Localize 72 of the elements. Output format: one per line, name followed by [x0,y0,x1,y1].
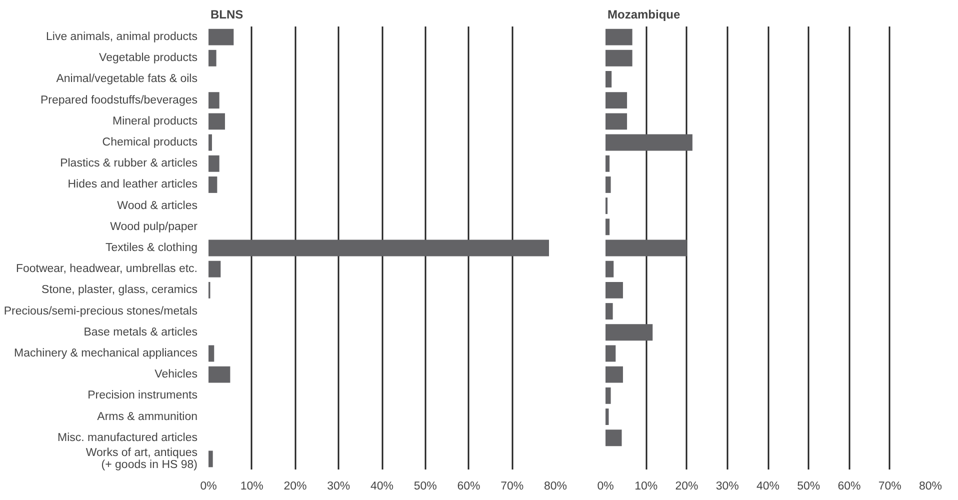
y-tick-label: Precision instruments [88,390,198,402]
bar [606,71,612,88]
x-tick-label: 80% [918,480,942,492]
bar [606,50,632,66]
x-tick-label: 10% [240,480,264,492]
bar [208,92,220,109]
y-tick-label: Textiles & clothing [105,242,198,254]
y-tick-label: Misc. manufactured articles [58,432,198,444]
x-tick-label: 20% [675,480,698,492]
bar [208,113,225,130]
bar [606,28,632,46]
y-tick-label: Works of art, antiques (+ goods in HS 98) [86,446,198,471]
bar [606,345,616,362]
bar [606,176,611,193]
y-tick-label: Prepared foodstuffs/beverages [40,94,198,106]
bar [606,218,610,236]
x-tick-label: 60% [457,480,480,492]
chart-title: Mozambique [608,8,680,22]
bar [208,450,213,468]
chart-title: BLNS [210,8,244,22]
bar [606,240,687,256]
bar [606,430,622,446]
y-tick-label: Animal/vegetable fats & oils [56,73,198,86]
y-tick-label: Machinery & mechanical appliances [14,347,198,360]
x-tick-label: 30% [327,480,350,492]
y-tick-label: Vehicles [154,368,198,381]
bar [606,134,692,151]
x-tick-label: 20% [284,480,307,492]
bar [208,50,216,66]
x-tick-label: 30% [716,480,739,492]
x-tick-label: 40% [370,480,394,492]
y-tick-label: Arms & ammunition [97,410,198,423]
bar [606,113,628,130]
bar [208,134,212,151]
bar [606,155,610,172]
bar [606,408,609,425]
y-tick-label: Chemical products [102,136,198,149]
bar [606,324,653,341]
bar [606,387,611,404]
y-tick-label: Stone, plaster, glass, ceramics [42,284,198,296]
bar [208,28,234,46]
x-tick-label: 80% [544,480,568,492]
y-tick-label: Plastics & rubber & articles [60,158,198,170]
bar [606,303,613,320]
bar [606,282,623,298]
y-tick-label: Vegetable products [99,52,198,64]
bar [208,260,221,278]
bar [208,176,218,193]
bar [208,155,220,172]
y-tick-label: Live animals, animal products [46,31,198,44]
bar [606,92,628,109]
x-tick-label: 60% [838,480,861,492]
y-tick-label: Footwear, headwear, umbrellas etc. [16,263,198,276]
bar [208,345,214,362]
y-tick-label: Wood & articles [117,200,198,212]
y-tick-label: Precious/semi-precious stones/metals [4,305,198,318]
bar [606,260,614,278]
x-tick-label: 70% [500,480,524,492]
x-tick-label: 50% [414,480,437,492]
x-tick-label: 0% [597,480,614,492]
x-tick-label: 0% [200,480,217,492]
x-tick-label: 40% [756,480,780,492]
y-tick-label: Hides and leather articles [68,178,198,191]
bar [606,366,623,383]
bar [208,240,549,256]
x-tick-label: 50% [797,480,820,492]
x-tick-label: 10% [634,480,658,492]
y-tick-label: Wood pulp/paper [110,220,198,233]
x-tick-label: 70% [878,480,902,492]
y-tick-label: Mineral products [112,115,198,128]
bar [208,366,230,383]
y-tick-label: Base metals & articles [84,326,198,338]
